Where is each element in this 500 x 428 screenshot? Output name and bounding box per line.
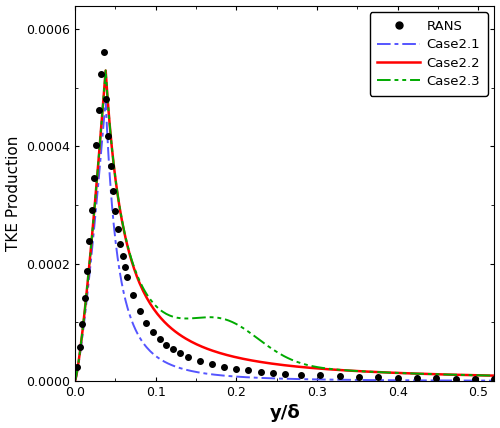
Y-axis label: TKE Production: TKE Production <box>6 136 20 251</box>
X-axis label: y/δ: y/δ <box>270 404 300 422</box>
Legend: RANS, Case2.1, Case2.2, Case2.3: RANS, Case2.1, Case2.2, Case2.3 <box>370 12 488 96</box>
